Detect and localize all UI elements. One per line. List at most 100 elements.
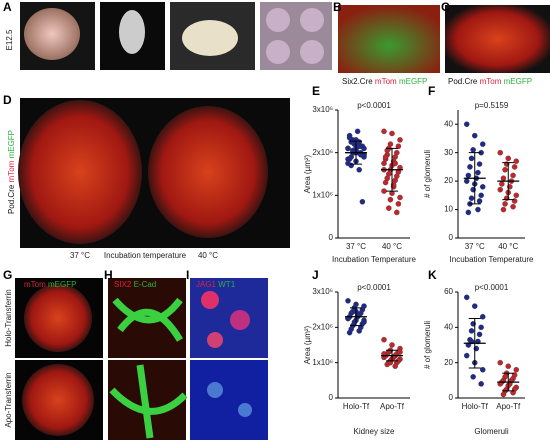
dot — [479, 313, 486, 320]
dot — [356, 166, 362, 173]
caption-part: WT1 — [218, 280, 235, 289]
y-tick-label: 0 — [329, 393, 334, 402]
caption: Pod.Cre mTom mEGFP — [7, 130, 16, 214]
x-axis-label: Incubation Temperature — [332, 255, 416, 264]
x-tick-label: 40 °C — [382, 242, 402, 251]
caption: Pod.Cre mTom mEGFP — [448, 77, 532, 86]
sd-bar — [350, 307, 362, 327]
dot — [356, 328, 362, 334]
sd-bar — [468, 152, 481, 205]
dot — [479, 184, 486, 190]
annotation: p=0.5159 — [475, 101, 509, 110]
y-tick-label: 0 — [449, 393, 454, 402]
dot — [381, 336, 387, 343]
caption-part: Six2.Cre — [342, 77, 373, 86]
dot — [463, 294, 470, 301]
image-labels: E12.5 Six2.Cre mTom mEGFP Pod.Cre mTom m… — [4, 29, 532, 428]
caption-part: mTom — [375, 77, 397, 86]
x-axis-label: Glomeruli — [474, 427, 508, 436]
dot — [513, 366, 520, 373]
x-axis-label: Kidney size — [354, 427, 395, 436]
caption-part: mEGFP — [48, 280, 76, 289]
dot — [510, 172, 516, 179]
sd-bar — [350, 140, 362, 165]
caption-part: mEGFP — [399, 77, 427, 86]
dot — [511, 164, 518, 170]
dot — [382, 179, 389, 186]
y-tick-label: 40 — [444, 119, 453, 128]
dot — [465, 172, 472, 179]
panel-letter: I — [186, 268, 189, 282]
dot — [500, 175, 507, 182]
sd-bar — [502, 372, 515, 392]
y-tick-label: 3x10⁶ — [312, 105, 333, 114]
annotation: p<0.0001 — [475, 283, 509, 292]
panel-letter: B — [333, 0, 342, 14]
dot — [387, 196, 394, 203]
dot — [346, 329, 353, 336]
dot — [478, 324, 484, 331]
dot — [361, 319, 367, 325]
dot — [394, 209, 400, 216]
dot — [468, 328, 475, 334]
x-tick-label: Apo-Tf — [496, 402, 521, 411]
dot — [386, 205, 392, 211]
dot — [381, 160, 387, 167]
x-tick-label: Holo-Tf — [462, 402, 489, 411]
x-tick-label: Holo-Tf — [343, 402, 370, 411]
dot — [392, 363, 398, 369]
dot — [476, 161, 483, 167]
dot — [354, 128, 361, 135]
dot — [359, 198, 366, 205]
dot — [345, 145, 351, 152]
dot — [505, 363, 511, 369]
dot — [513, 192, 520, 199]
row-label: Holo-Transferrin — [4, 289, 13, 347]
dot — [463, 352, 470, 359]
y-tick-label: 20 — [444, 358, 453, 367]
x-axis-label: Incubation Temperature — [450, 255, 534, 264]
panel-letter: E — [312, 84, 320, 98]
x-tick-label: Apo-Tf — [380, 402, 405, 411]
caption-part: Pod.Cre — [448, 77, 478, 86]
dot — [471, 132, 478, 139]
dot — [500, 391, 507, 398]
caption-part: Pod.Cre — [7, 184, 16, 214]
caption: SIX2 E-Cad — [114, 280, 156, 289]
dot — [476, 198, 483, 204]
y-tick-label: 1x10⁶ — [312, 358, 333, 367]
dot — [510, 203, 516, 210]
caption: JAG1 WT1 — [196, 280, 236, 289]
caption-part: mEGFP — [504, 77, 532, 86]
y-tick-label: 0 — [449, 233, 454, 242]
dot — [497, 149, 503, 156]
annotation: p<0.0001 — [357, 283, 391, 292]
dot — [502, 166, 508, 173]
sd-bar — [386, 349, 398, 362]
y-tick-label: 10 — [444, 205, 453, 214]
y-axis-label: Area (µm²) — [303, 154, 312, 193]
y-tick-label: 60 — [444, 287, 453, 296]
dot — [348, 139, 354, 145]
dot — [475, 206, 481, 213]
dot — [471, 303, 478, 309]
panel-letter: F — [428, 84, 435, 98]
photos — [15, 2, 550, 440]
y-tick-label: 40 — [444, 322, 453, 331]
panel-letter: J — [312, 268, 319, 282]
dot — [382, 154, 389, 160]
panel-letter: A — [3, 0, 12, 14]
row-label: Apo-Transferrin — [4, 372, 13, 427]
dot — [475, 169, 481, 176]
caption-part: E-Cad — [134, 280, 157, 289]
caption-part: mEGFP — [7, 130, 16, 158]
x-tick-label: 37 °C — [465, 242, 485, 251]
condition-label: 37 °C — [70, 251, 90, 260]
dot — [476, 331, 483, 338]
y-tick-label: 2x10⁶ — [312, 322, 333, 331]
sd-bar — [468, 318, 481, 369]
x-tick-label: 40 °C — [498, 242, 518, 251]
y-tick-label: 1x10⁶ — [312, 190, 333, 199]
y-tick-label: 30 — [444, 148, 453, 157]
